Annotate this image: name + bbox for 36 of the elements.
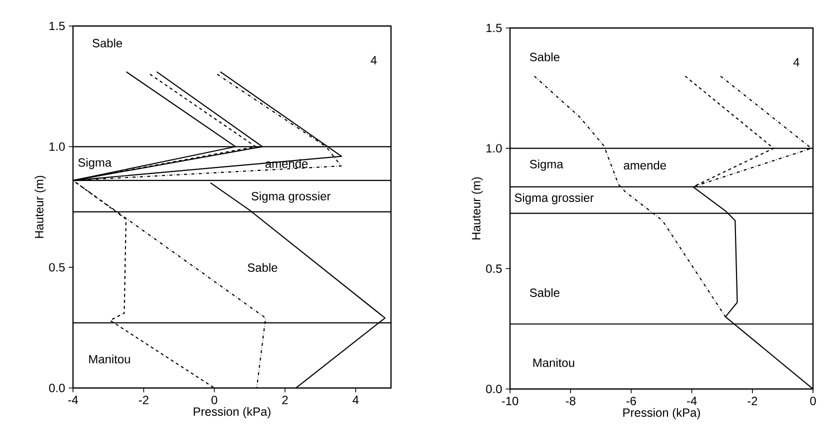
x-tick-label: 4 — [352, 396, 359, 404]
annotation: Sigma grossier — [252, 192, 331, 203]
x-axis-title: Pression (kPa) — [194, 407, 270, 418]
y-tick-label: 0.5 — [486, 264, 502, 273]
y-axis-title: Hauteur (m) — [472, 177, 483, 240]
y-tick-label: 1.0 — [486, 144, 502, 153]
y-tick-label: 1.5 — [486, 24, 502, 32]
annotation: amende — [624, 160, 666, 170]
y-tick-label: 0.0 — [49, 384, 65, 392]
x-tick-label: -10 — [502, 396, 518, 406]
annotation: Sable — [530, 52, 560, 62]
annotation: Sable — [248, 263, 278, 272]
annotation: Sigma — [530, 160, 564, 171]
x-tick-label: -2 — [138, 396, 148, 404]
x-tick-label: 0 — [211, 396, 218, 404]
x-tick-label: 0 — [810, 396, 816, 406]
x-tick-label: -4 — [68, 396, 78, 404]
annotation: Manitou — [89, 354, 130, 364]
y-tick-label: 1.0 — [50, 142, 65, 151]
annotation: 4 — [370, 56, 377, 64]
y-tick-label: 0.0 — [486, 384, 502, 394]
y-tick-label: 0.5 — [49, 263, 65, 272]
annotation: Sigma grossier — [514, 193, 594, 204]
annotation: Sable — [530, 288, 560, 297]
x-tick-label: -6 — [626, 396, 636, 406]
x-tick-label: -4 — [687, 396, 697, 405]
y-tick-label: 1.5 — [50, 22, 65, 30]
annotation: Manitou — [533, 358, 574, 368]
y-axis-title: Hauteur (m) — [34, 176, 46, 238]
x-axis-title: Pression (kPa) — [623, 408, 700, 420]
annotation: 4 — [793, 58, 800, 66]
x-tick-label: -8 — [566, 396, 576, 406]
annotation: Sable — [92, 38, 122, 48]
x-tick-label: -2 — [748, 396, 758, 406]
x-tick-label: 2 — [282, 396, 288, 404]
annotation: Sigma — [78, 158, 112, 170]
